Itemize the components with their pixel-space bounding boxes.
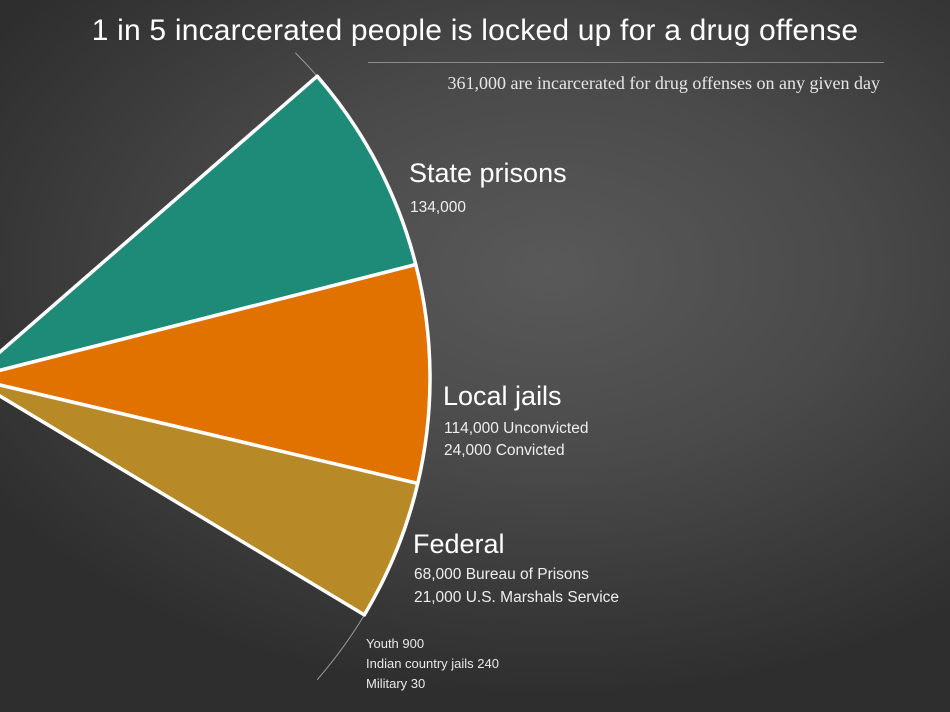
state-prisons-wedge bbox=[0, 74, 418, 373]
indian-country-jails-label: Indian country jails 240 bbox=[366, 656, 499, 671]
state-prisons-label: State prisons bbox=[409, 158, 567, 188]
federal-us-marshals: 21,000 U.S. Marshals Service bbox=[414, 589, 620, 606]
federal-label: Federal bbox=[413, 529, 505, 559]
subtitle-divider bbox=[368, 62, 884, 63]
local-jails-label: Local jails bbox=[443, 381, 562, 411]
pie-slices bbox=[0, 74, 432, 617]
federal-bureau-of-prisons: 68,000 Bureau of Prisons bbox=[414, 566, 589, 583]
local-jails-wedge bbox=[0, 262, 432, 486]
youth-label: Youth 900 bbox=[366, 636, 425, 651]
state-prisons-value: 134,000 bbox=[410, 199, 467, 216]
federal-wedge bbox=[0, 383, 420, 617]
chart-title: 1 in 5 incarcerated people is locked up … bbox=[91, 14, 859, 47]
military-label: Military 30 bbox=[366, 676, 426, 691]
local-jails-unconvicted: 114,000 Unconvicted bbox=[444, 420, 589, 437]
chart-subtitle: 361,000 are incarcerated for drug offens… bbox=[447, 73, 880, 93]
local-jails-convicted: 24,000 Convicted bbox=[444, 442, 565, 459]
